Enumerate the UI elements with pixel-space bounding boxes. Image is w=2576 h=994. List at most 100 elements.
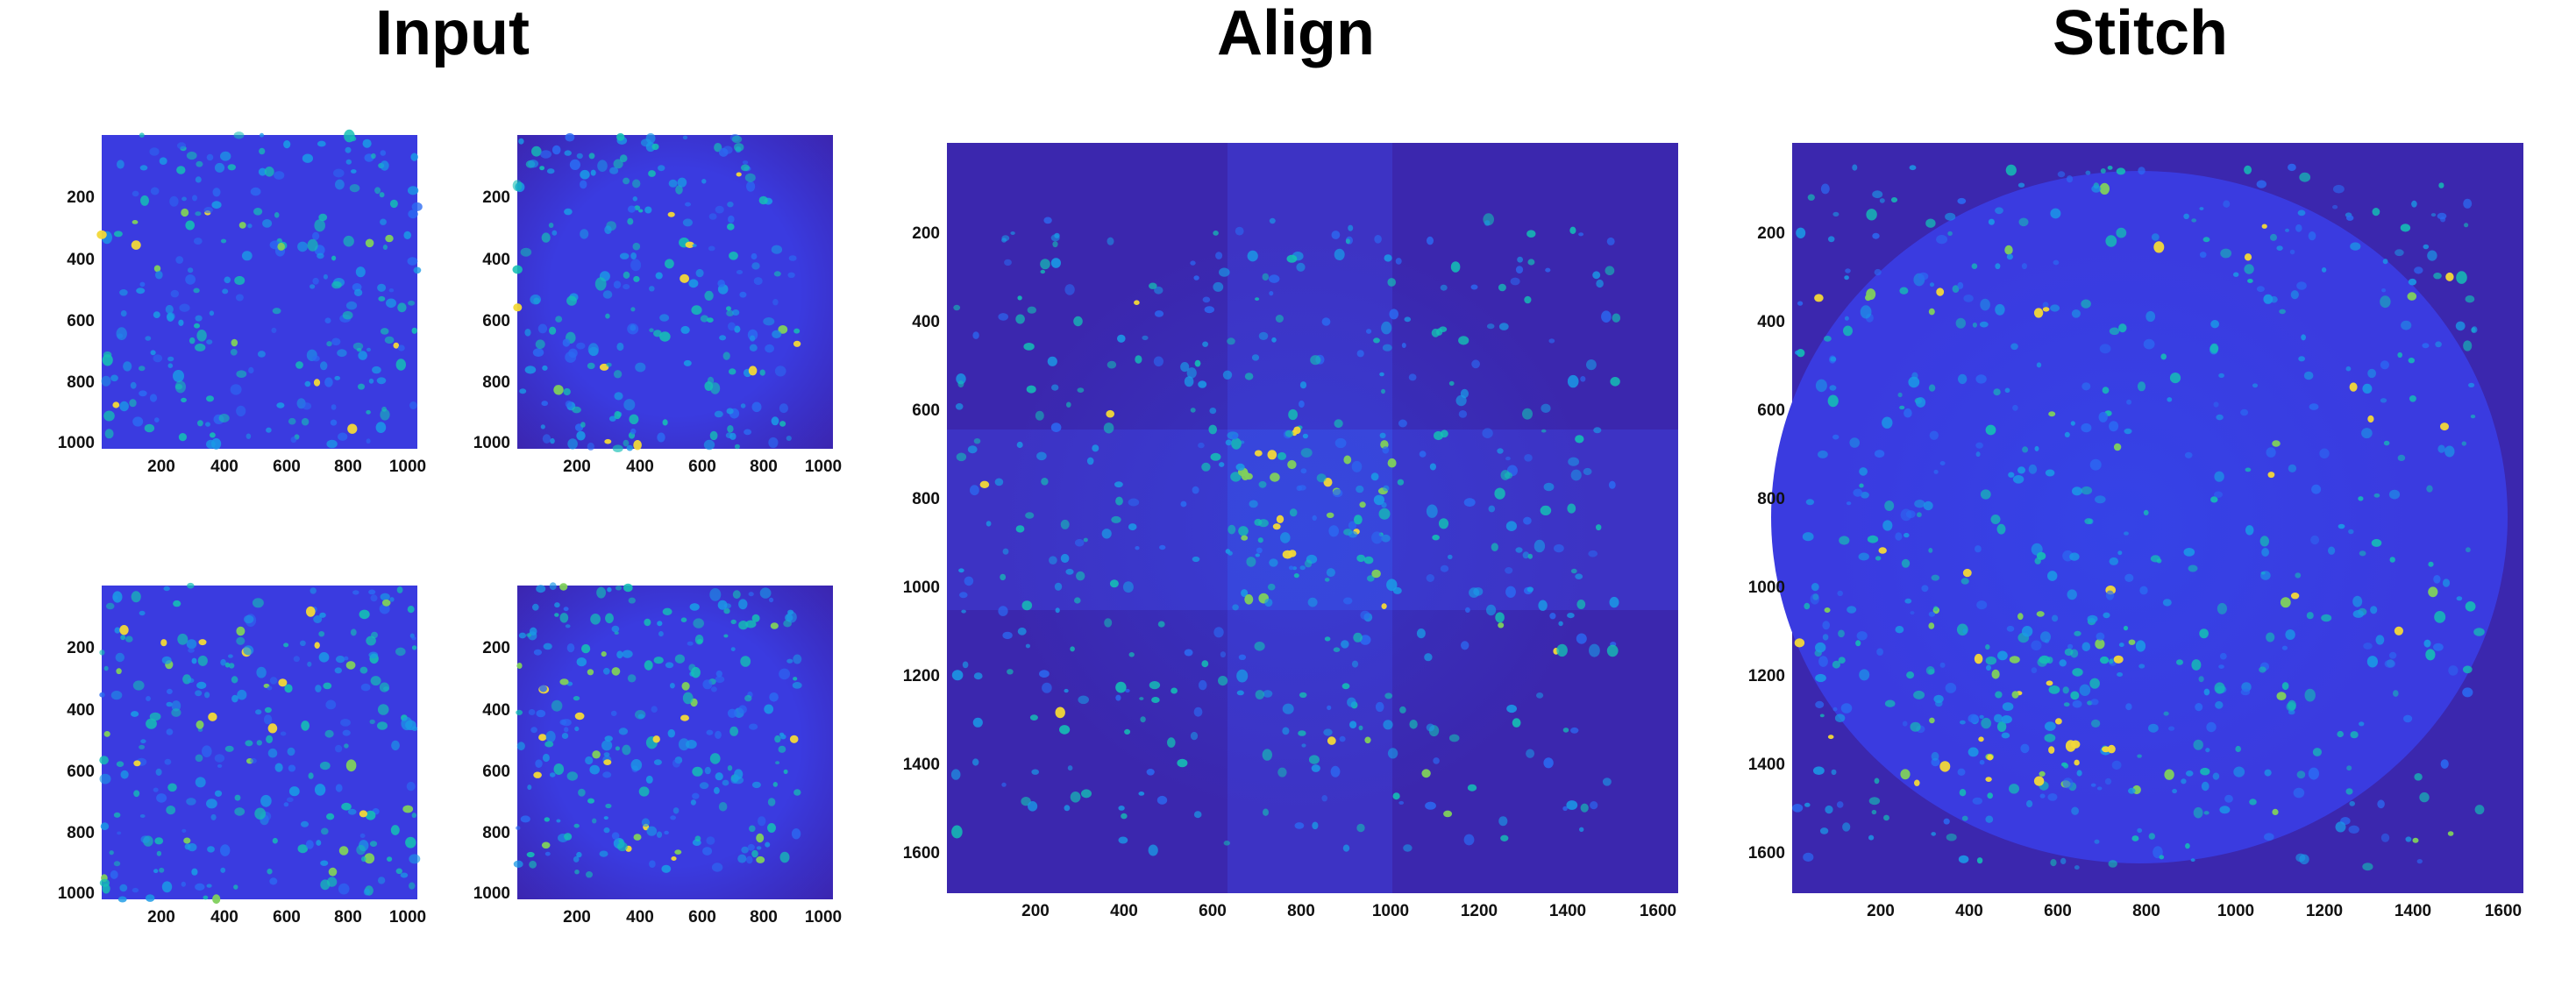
cell-dot — [2212, 772, 2220, 780]
cell-dot — [407, 606, 415, 614]
cell-dot — [2172, 788, 2178, 794]
cell-dot — [1300, 468, 1307, 474]
cell-dot — [1190, 260, 1196, 266]
cell-dot — [1914, 779, 1920, 786]
cell-dot — [1972, 797, 1982, 805]
cell-dot — [683, 359, 692, 366]
cell-dot — [2295, 853, 2306, 863]
cell-dot — [139, 132, 145, 138]
cell-dot — [1968, 747, 1979, 757]
cell-dot — [1382, 446, 1390, 454]
cell-dot — [113, 812, 121, 818]
cell-dot — [727, 708, 737, 718]
cell-dot — [2135, 640, 2146, 652]
cell-dot — [1304, 559, 1313, 568]
cell-dot — [1534, 539, 1546, 553]
cell-dot — [368, 651, 379, 659]
cell-dot — [1995, 207, 2003, 215]
cell-dot — [1138, 792, 1145, 796]
cell-dot — [955, 403, 964, 410]
cell-dot — [252, 598, 264, 608]
cell-dot — [2428, 586, 2438, 598]
cell-dot — [1050, 234, 1060, 242]
cell-dot — [195, 211, 202, 217]
cell-dot — [132, 887, 139, 893]
cell-dot — [1092, 444, 1099, 452]
cell-dot — [1522, 408, 1533, 420]
cell-dot — [1945, 683, 1957, 693]
ytick-label: 1000 — [903, 579, 940, 597]
cell-field — [96, 129, 423, 450]
cell-dot — [1204, 306, 1215, 314]
cell-dot — [1392, 792, 1400, 800]
cell-dot — [2210, 496, 2218, 503]
cell-dot — [177, 633, 189, 645]
cell-dot — [1832, 211, 1839, 217]
cell-dot — [687, 641, 694, 646]
cell-dot — [194, 323, 200, 329]
cell-dot — [376, 377, 387, 385]
cell-dot — [351, 169, 357, 174]
cell-dot — [1517, 256, 1523, 263]
cell-dot — [1356, 823, 1365, 833]
cell-dot — [2308, 767, 2319, 780]
cell-dot — [2151, 233, 2160, 241]
cell-dot — [1190, 408, 1196, 413]
cell-dot — [1815, 700, 1825, 709]
cell-dot — [1296, 485, 1303, 492]
cell-dot — [149, 147, 160, 156]
cell-dot — [745, 620, 757, 628]
cell-dot — [747, 843, 755, 851]
cell-dot — [998, 606, 1008, 616]
cell-dot — [744, 694, 752, 702]
cell-dot — [759, 369, 765, 376]
cell-dot — [2233, 272, 2239, 277]
cell-dot — [300, 640, 306, 646]
cell-dot — [1512, 718, 1521, 728]
cell-dot — [2296, 281, 2307, 290]
cell-dot — [191, 868, 198, 876]
cell-dot — [1378, 508, 1391, 520]
cell-dot — [2045, 469, 2055, 477]
cell-dot — [2126, 399, 2132, 405]
cell-dot — [2276, 245, 2283, 251]
cell-dot — [704, 290, 714, 301]
cell-dot — [778, 325, 788, 334]
cell-dot — [2010, 343, 2018, 351]
cell-dot — [623, 583, 633, 593]
cell-dot — [117, 896, 127, 903]
cell-dot — [1254, 642, 1265, 651]
cell-dot — [1505, 521, 1517, 531]
cell-dot — [131, 711, 139, 717]
cell-dot — [613, 159, 623, 169]
cell-dot — [341, 802, 352, 811]
cell-dot — [566, 295, 577, 306]
cell-dot — [1383, 720, 1393, 730]
cell-dot — [181, 881, 186, 887]
cell-dot — [2067, 589, 2077, 600]
cell-dot — [1971, 263, 1978, 270]
cell-dot — [345, 661, 356, 670]
cell-dot — [688, 664, 696, 671]
cell-dot — [334, 667, 342, 674]
cell-dot — [653, 330, 662, 337]
cell-dot — [206, 339, 213, 344]
cell-dot — [2303, 371, 2314, 380]
cell-dot — [2435, 341, 2442, 348]
cell-dot — [602, 290, 613, 299]
cell-dot — [2145, 310, 2156, 323]
ytick-label: 200 — [912, 224, 940, 243]
cell-dot — [1975, 451, 1981, 458]
cell-dot — [1064, 284, 1075, 295]
cell-dot — [516, 663, 523, 669]
xtick-labels: 200 400 600 800 1000 — [147, 908, 426, 927]
cell-dot — [2288, 464, 2297, 473]
cell-dot — [1436, 328, 1443, 336]
cell-dot — [203, 895, 209, 900]
cell-dot — [592, 818, 597, 824]
cell-dot — [1471, 359, 1480, 369]
cell-dot — [2001, 715, 2012, 724]
cell-dot — [99, 878, 110, 887]
cell-dot — [2380, 833, 2390, 842]
cell-dot — [116, 668, 122, 675]
